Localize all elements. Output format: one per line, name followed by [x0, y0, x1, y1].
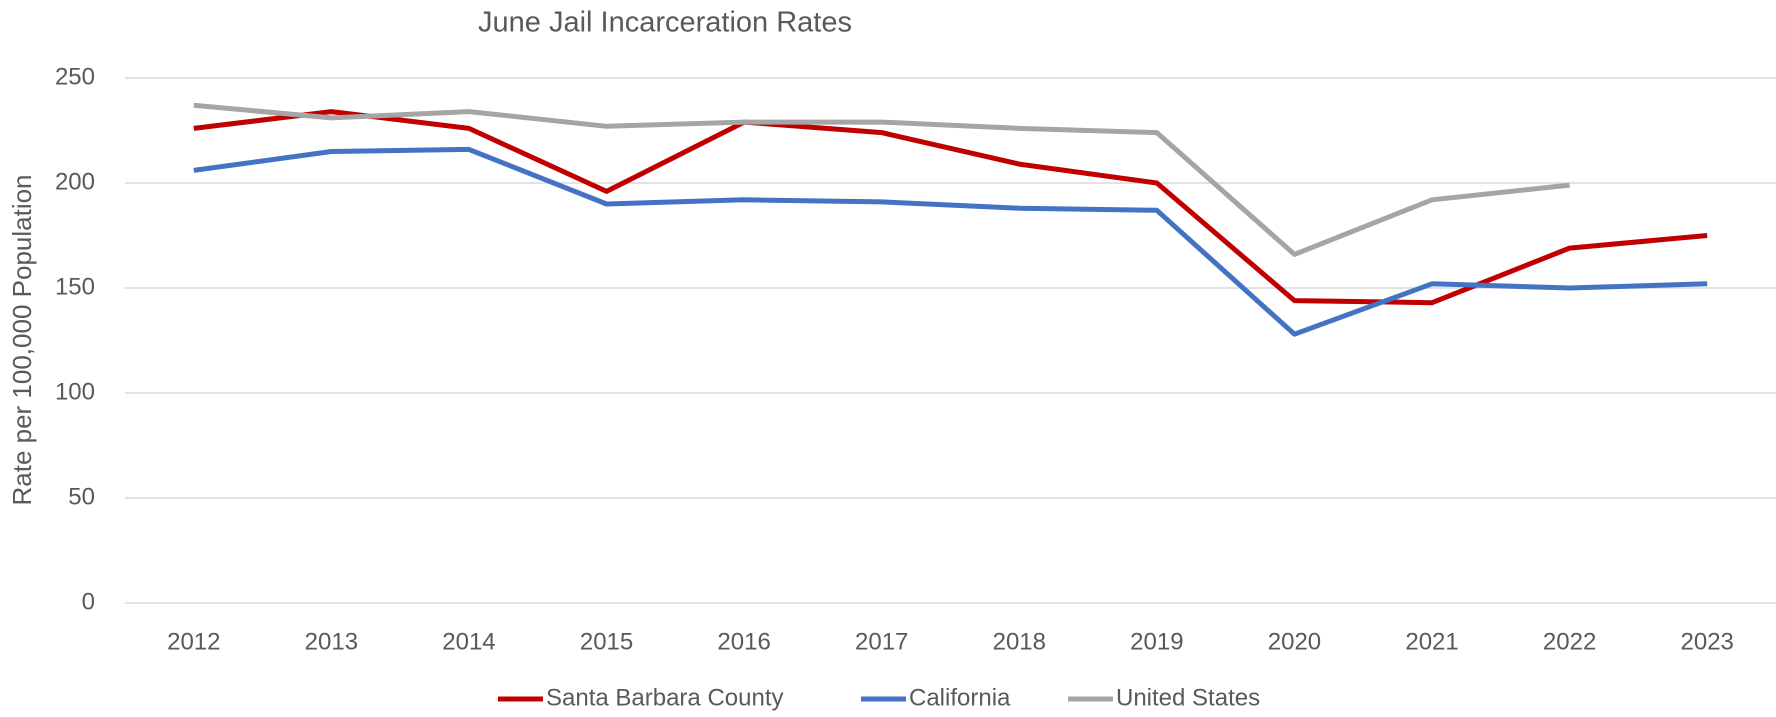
chart-title: June Jail Incarceration Rates — [478, 7, 852, 39]
y-tick-label: 50 — [68, 483, 95, 510]
x-tick-label: 2014 — [442, 628, 495, 655]
y-axis-title: Rate per 100,000 Population — [7, 174, 37, 505]
y-tick-label: 250 — [55, 63, 95, 90]
x-tick-label: 2016 — [717, 628, 770, 655]
legend-label: Santa Barbara County — [546, 684, 783, 711]
x-tick-label: 2015 — [580, 628, 633, 655]
x-tick-label: 2012 — [167, 628, 220, 655]
legend-label: California — [909, 684, 1011, 711]
x-tick-label: 2020 — [1268, 628, 1321, 655]
y-tick-label: 100 — [55, 378, 95, 405]
y-tick-label: 0 — [82, 588, 95, 615]
x-tick-label: 2018 — [993, 628, 1046, 655]
x-tick-label: 2021 — [1405, 628, 1458, 655]
series-line — [193, 109, 1708, 306]
y-tick-label: 200 — [55, 168, 95, 195]
series-line — [193, 102, 1570, 257]
y-tick-label: 150 — [55, 273, 95, 300]
x-tick-label: 2017 — [855, 628, 908, 655]
x-tick-label: 2023 — [1681, 628, 1734, 655]
x-tick-label: 2022 — [1543, 628, 1596, 655]
series-line — [193, 146, 1708, 337]
x-tick-label: 2019 — [1130, 628, 1183, 655]
legend-label: United States — [1116, 684, 1260, 711]
x-tick-label: 2013 — [305, 628, 358, 655]
